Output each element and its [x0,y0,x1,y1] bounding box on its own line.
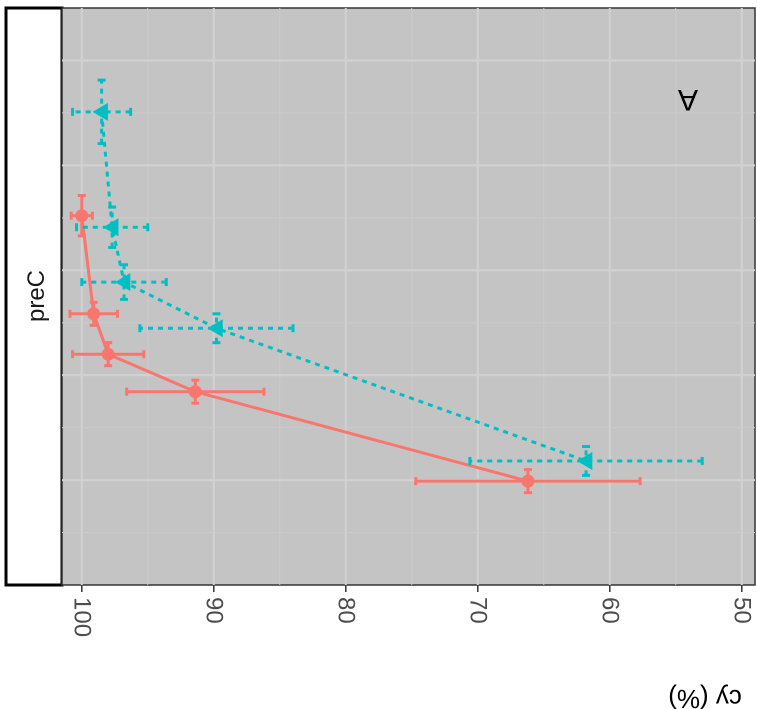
tick-label: 80 [332,597,359,624]
tick-label: 60 [596,597,623,624]
data-point [207,319,223,338]
data-point [115,273,131,292]
grid-lines [62,8,755,585]
data-point [101,347,115,361]
data-point [75,209,89,223]
series-triangle [71,78,704,477]
plot-panel [61,7,756,586]
axis-ticks: 100 90 80 70 60 50 [68,585,755,637]
data-point [92,102,108,121]
data-point [521,474,535,488]
axis-title: cy (%) [668,684,742,709]
data-point [577,451,593,470]
facet-strip [4,6,64,587]
tick-label: 70 [464,597,491,624]
tick-label: 50 [728,597,755,624]
data-point [188,385,202,399]
series-circle [68,194,642,495]
tick-label: 90 [200,597,227,624]
panel-tag: A [678,83,698,116]
data-point [87,307,101,321]
facet-strip-label: preC [23,270,50,322]
tick-label: 100 [68,597,95,637]
data-point [103,218,119,237]
series-layer [68,78,704,495]
